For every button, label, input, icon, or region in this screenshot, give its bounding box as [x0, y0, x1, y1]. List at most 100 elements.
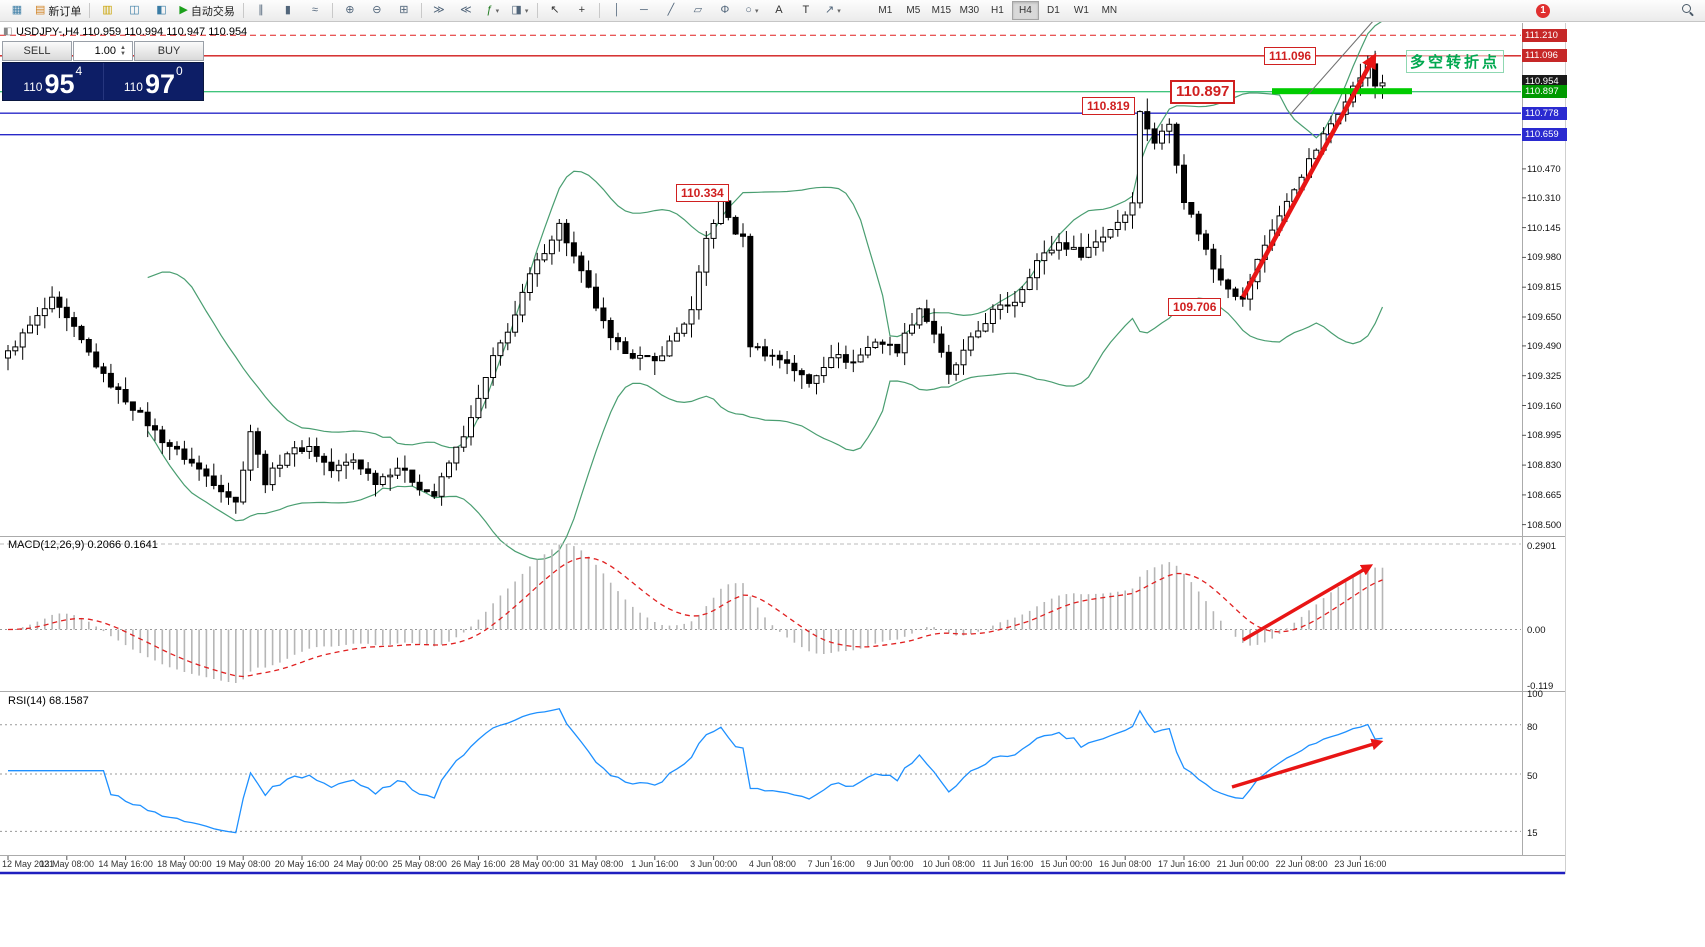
one-click-trading-panel: SELL ▲ ▼ BUY 110 95 4 110 97 0: [2, 41, 204, 101]
trendline-icon[interactable]: ╱: [658, 1, 684, 21]
shapes-icon[interactable]: ○ ▾: [739, 1, 765, 21]
navigator-icon[interactable]: ◧: [148, 1, 174, 21]
timeframe-m30[interactable]: M30: [959, 5, 980, 16]
volume-down-icon[interactable]: ▼: [120, 51, 126, 57]
indicators-icon-dropdown-icon[interactable]: ▾: [495, 7, 500, 15]
time-axis-label: 12 May 2021: [2, 859, 55, 869]
time-axis-label: 18 May 00:00: [157, 859, 212, 869]
macd-signal-line: [7, 557, 1383, 678]
data-window-icon[interactable]: ◫: [121, 1, 147, 21]
shapes-icon-dropdown-icon[interactable]: ▾: [754, 7, 759, 15]
bar-chart-icon[interactable]: ∥: [248, 1, 274, 21]
sell-price-big: 95: [44, 69, 75, 99]
autotrading-button[interactable]: ▶ 自动交易: [175, 1, 238, 21]
volume-up-icon[interactable]: ▲: [120, 45, 126, 51]
toolbar-separator: [89, 3, 91, 18]
volume-stepper[interactable]: ▲ ▼: [73, 41, 133, 61]
cursor-icon[interactable]: ↖: [542, 1, 568, 21]
zoom-out-icon-glyph: ⊖: [372, 4, 382, 16]
text-icon[interactable]: A: [766, 1, 792, 21]
panel-separators: [0, 23, 1566, 875]
timeframe-mn[interactable]: MN: [1101, 5, 1118, 16]
fibonacci-icon-glyph: Φ: [720, 4, 730, 16]
buy-button[interactable]: BUY: [134, 41, 204, 61]
trendline-icon-glyph: ╱: [667, 4, 675, 16]
time-axis-label: 24 May 00:00: [333, 859, 389, 869]
timeframe-w1[interactable]: W1: [1073, 5, 1089, 16]
toolbar-items: ▦ ▤ 新订单 ▥ ◫ ◧ ▶ 自动交易 ∥ ▮ ≈ ⊕ ⊖ ⊞ ≫ ≪ ƒ ▾ ◨ ▾ ↖ + │ ─ ╱ ▱ Φ ○ ▾ A T ↗ ▾: [4, 1, 846, 21]
horizontal-line-icon[interactable]: ─: [631, 1, 657, 21]
label-icon[interactable]: T: [793, 1, 819, 21]
support-zone-bar[interactable]: [1272, 88, 1412, 95]
time-axis-label: 19 May 08:00: [215, 859, 271, 869]
time-axis-label: 20 May 16:00: [274, 859, 330, 869]
volume-spin-buttons[interactable]: ▲ ▼: [118, 45, 128, 57]
arrows-icon-dropdown-icon[interactable]: ▾: [837, 7, 841, 15]
timeframe-m1[interactable]: M1: [878, 5, 893, 16]
new-chart-icon-glyph: ▦: [11, 4, 23, 16]
autotrading-button-label: 自动交易: [190, 5, 235, 18]
timeframe-d1[interactable]: D1: [1046, 5, 1060, 16]
search-icon[interactable]: [1682, 4, 1695, 17]
new-order-button[interactable]: ▤ 新订单: [31, 1, 85, 21]
rsi-scale-50: 50: [1527, 771, 1538, 782]
price-flag-109.706[interactable]: 109.706: [1168, 297, 1222, 316]
sell-button[interactable]: SELL: [2, 41, 72, 61]
indicators-icon-glyph: ƒ: [486, 4, 493, 16]
price-scale-badge-110.778: 110.778: [1522, 106, 1567, 120]
sell-price-sup: 4: [75, 64, 83, 78]
timeframe-m5[interactable]: M5: [906, 5, 921, 16]
price-flag-110.819[interactable]: 110.819: [1082, 96, 1135, 115]
timeframe-h4[interactable]: H4: [1011, 1, 1039, 20]
trendline-object[interactable]: [1289, 19, 1375, 116]
sell-price[interactable]: 110 95 4: [3, 63, 104, 100]
templates-icon[interactable]: ◨ ▾: [507, 1, 533, 21]
time-axis-label: 28 May 00:00: [509, 859, 565, 869]
candlestick-icon[interactable]: ▮: [275, 1, 301, 21]
time-axis-ticks: [7, 856, 1361, 860]
price-scale-value: 109.160: [1527, 400, 1562, 412]
new-chart-icon[interactable]: ▦: [4, 1, 30, 21]
indicators-icon[interactable]: ƒ ▾: [480, 1, 506, 21]
auto-scroll-icon-glyph: ≫: [433, 4, 445, 16]
price-scale-value: 109.325: [1527, 370, 1562, 382]
notification-badge[interactable]: 1: [1536, 3, 1550, 18]
new-order-button-glyph: ▤: [35, 4, 46, 16]
shapes-icon-glyph: ○: [745, 4, 752, 16]
arrows-icon[interactable]: ↗ ▾: [820, 1, 846, 21]
macd-panel: [0, 543, 1521, 683]
zoom-out-icon[interactable]: ⊖: [364, 1, 390, 21]
timeframe-m15[interactable]: M15: [931, 5, 952, 16]
timeframe-h1[interactable]: H1: [990, 5, 1004, 16]
time-axis-label: 25 May 08:00: [392, 859, 447, 869]
tile-windows-icon[interactable]: ⊞: [391, 1, 417, 21]
zoom-in-icon[interactable]: ⊕: [337, 1, 363, 21]
price-scale-badge-110.954: 110.954: [1522, 75, 1567, 88]
sell-price-small: 110: [23, 80, 43, 94]
buy-price[interactable]: 110 97 0: [104, 63, 204, 100]
volume-input[interactable]: [74, 44, 118, 58]
market-watch-icon[interactable]: ▥: [94, 1, 120, 21]
trend-arrows[interactable]: [1231, 52, 1384, 789]
rsi-scale-80: 80: [1527, 721, 1538, 733]
horizontal-level-lines[interactable]: [0, 34, 1521, 136]
price-flag-110.334[interactable]: 110.334: [676, 184, 729, 203]
line-chart-icon[interactable]: ≈: [302, 1, 328, 21]
vertical-line-icon[interactable]: │: [604, 1, 630, 21]
price-flag-110.897[interactable]: 110.897: [1170, 79, 1236, 104]
text-icon-glyph: A: [775, 4, 783, 16]
channel-icon[interactable]: ▱: [685, 1, 711, 21]
fibonacci-icon[interactable]: Φ: [712, 1, 738, 21]
price-scale-value: 108.995: [1527, 430, 1562, 442]
crosshair-icon[interactable]: +: [569, 1, 595, 21]
time-axis-label: 23 Jun 16:00: [1334, 859, 1387, 869]
price-scale-badge-111.210: 111.210: [1522, 28, 1567, 42]
price-flag-111.096[interactable]: 111.096: [1264, 46, 1317, 65]
new-order-button-label: 新订单: [48, 5, 82, 18]
templates-icon-dropdown-icon[interactable]: ▾: [524, 7, 529, 15]
auto-scroll-icon[interactable]: ≫: [426, 1, 452, 21]
arrows-icon-glyph: ↗: [825, 4, 835, 16]
price-scale-value: 108.500: [1527, 519, 1562, 531]
chart-shift-icon[interactable]: ≪: [453, 1, 479, 21]
